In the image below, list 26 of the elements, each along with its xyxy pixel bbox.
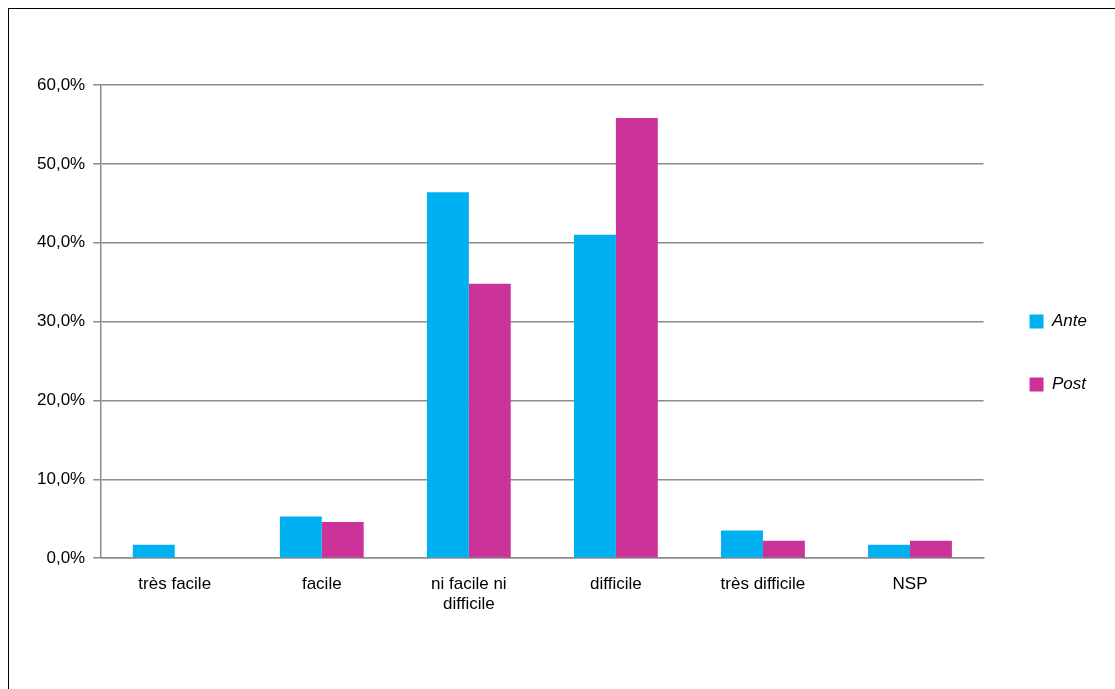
x-tick-label: ni facile ni difficile — [431, 574, 507, 614]
x-tick-label: très difficile — [720, 574, 806, 594]
bar — [573, 234, 616, 558]
bar — [426, 192, 469, 558]
bar — [132, 544, 175, 558]
legend-label: Ante — [1051, 311, 1088, 331]
y-tick-label: 10,0% — [37, 469, 86, 489]
y-tick-label: 30,0% — [37, 311, 86, 331]
x-tick-label: NSP — [892, 574, 928, 594]
bar — [468, 283, 511, 558]
y-tick-label: 50,0% — [37, 153, 86, 173]
legend-label: Post — [1052, 374, 1088, 394]
bar — [279, 516, 322, 558]
x-tick-label: très facile — [138, 574, 212, 594]
x-tick-label: facile — [301, 574, 342, 594]
y-tick-label: 40,0% — [37, 232, 86, 252]
bar — [910, 540, 952, 558]
y-tick-label: 20,0% — [37, 390, 86, 410]
bar — [321, 521, 364, 558]
x-tick-label: difficile — [590, 574, 642, 594]
bar — [762, 540, 805, 558]
y-tick-label: 0,0% — [46, 547, 86, 567]
bar — [868, 544, 910, 558]
bar — [615, 118, 658, 558]
bar — [721, 530, 763, 558]
y-tick-label: 60,0% — [37, 74, 86, 94]
